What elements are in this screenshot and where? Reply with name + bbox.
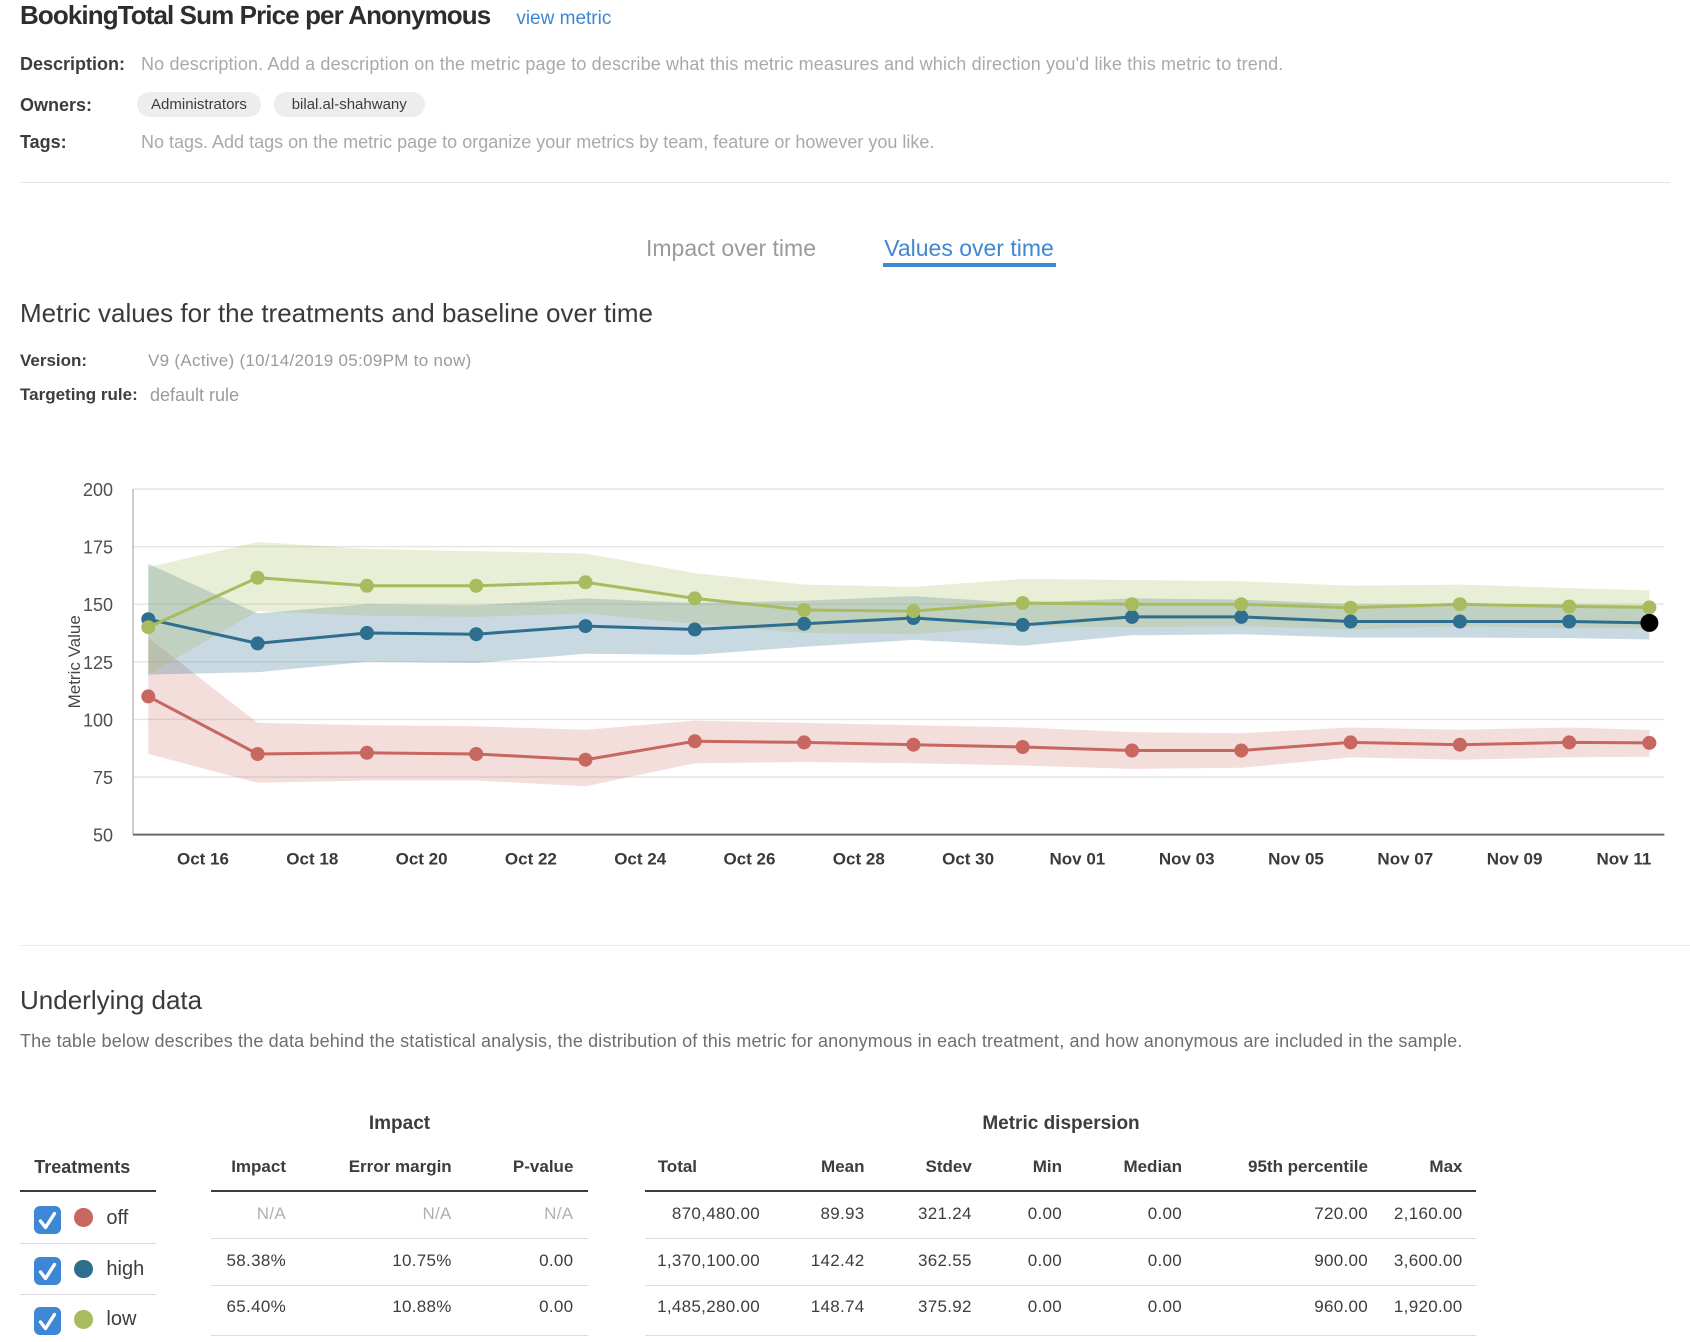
svg-text:150: 150 [83, 595, 113, 615]
svg-text:Oct 24: Oct 24 [614, 850, 667, 869]
svg-text:100: 100 [83, 710, 113, 730]
svg-text:Nov 11: Nov 11 [1596, 850, 1651, 869]
svg-text:50: 50 [93, 826, 113, 846]
svg-text:Oct 30: Oct 30 [942, 850, 994, 869]
svg-text:Nov 03: Nov 03 [1159, 850, 1215, 869]
svg-text:Oct 28: Oct 28 [833, 850, 885, 869]
svg-text:125: 125 [83, 653, 113, 673]
svg-text:200: 200 [83, 480, 113, 500]
svg-text:Oct 20: Oct 20 [396, 850, 448, 869]
svg-text:Nov 01: Nov 01 [1050, 850, 1106, 869]
svg-text:Nov 07: Nov 07 [1377, 850, 1433, 869]
svg-text:Oct 16: Oct 16 [177, 850, 229, 869]
svg-text:Metric Value: Metric Value [65, 615, 84, 708]
svg-text:175: 175 [83, 538, 113, 558]
svg-text:Oct 26: Oct 26 [724, 850, 776, 869]
svg-text:Nov 09: Nov 09 [1487, 850, 1543, 869]
svg-text:75: 75 [93, 768, 113, 788]
svg-text:Oct 18: Oct 18 [286, 850, 338, 869]
svg-text:Nov 05: Nov 05 [1268, 850, 1324, 869]
svg-text:Oct 22: Oct 22 [505, 850, 557, 869]
